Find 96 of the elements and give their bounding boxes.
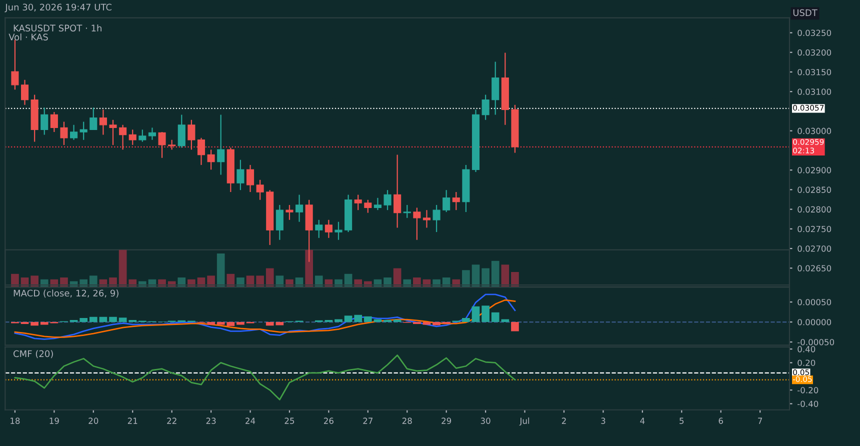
bar bbox=[511, 272, 519, 287]
bar bbox=[30, 322, 38, 326]
bar bbox=[226, 274, 235, 287]
x-tick-label: 28 bbox=[402, 418, 412, 424]
x-tick-label: 26 bbox=[324, 418, 334, 424]
x-tick-label: 18 bbox=[10, 418, 20, 424]
bar bbox=[256, 276, 264, 287]
candlestick bbox=[354, 194, 362, 211]
y-tick-label: 0.03200 bbox=[798, 49, 832, 56]
bar bbox=[482, 306, 490, 322]
candlestick bbox=[168, 139, 176, 150]
x-tick-label: 6 bbox=[718, 418, 723, 424]
y-tick-label: 0.02650 bbox=[798, 265, 832, 272]
bar bbox=[344, 316, 352, 322]
x-tick-label: 7 bbox=[758, 418, 762, 424]
x-tick-label: 19 bbox=[50, 418, 59, 424]
x-tick-label: 25 bbox=[284, 418, 294, 424]
candlestick bbox=[158, 131, 166, 158]
candlestick bbox=[286, 204, 294, 220]
y-tick-label: -0.00050 bbox=[798, 338, 834, 346]
bar bbox=[216, 253, 225, 287]
bar bbox=[432, 322, 440, 326]
bar bbox=[422, 322, 431, 325]
bar bbox=[511, 322, 519, 332]
x-tick-label: 24 bbox=[246, 418, 256, 424]
x-tick-label: 5 bbox=[680, 418, 684, 424]
y-tick-label: 0.03000 bbox=[798, 128, 832, 134]
bar bbox=[236, 322, 244, 325]
x-tick-label: 21 bbox=[128, 418, 138, 424]
bar bbox=[393, 320, 402, 322]
x-tick-label: 30 bbox=[480, 418, 490, 424]
x-tick-label: 4 bbox=[640, 418, 645, 424]
bar bbox=[472, 306, 480, 322]
bar bbox=[109, 316, 117, 322]
bar bbox=[118, 250, 127, 287]
bar bbox=[80, 318, 88, 322]
bar bbox=[501, 264, 510, 287]
x-tick-label: 2 bbox=[562, 418, 566, 424]
y-axis-title: USDT bbox=[793, 9, 818, 16]
y-tick-label: 0.02850 bbox=[798, 186, 832, 193]
bar bbox=[89, 316, 98, 322]
bar bbox=[462, 270, 470, 287]
bar bbox=[11, 274, 19, 287]
x-tick-label: Jul bbox=[519, 418, 530, 426]
y-tick-label: 0.00000 bbox=[798, 318, 832, 326]
bar bbox=[334, 319, 342, 322]
x-tick-label: 20 bbox=[88, 418, 98, 424]
bar bbox=[374, 319, 382, 322]
bar bbox=[314, 276, 323, 287]
x-tick-label: 22 bbox=[167, 418, 176, 424]
bar bbox=[482, 268, 490, 287]
bar bbox=[354, 314, 362, 322]
y-tick-label: 0.00050 bbox=[798, 299, 832, 306]
candlestick bbox=[384, 190, 392, 211]
y-tick-label: 0.20 bbox=[798, 360, 816, 366]
x-tick-label: 3 bbox=[601, 418, 606, 424]
bar bbox=[99, 316, 108, 322]
candlestick bbox=[109, 119, 117, 146]
x-tick-label: 29 bbox=[442, 418, 452, 424]
bar bbox=[276, 322, 284, 326]
x-tick-label: 23 bbox=[206, 418, 216, 424]
y-tick-label: 0.03100 bbox=[798, 88, 832, 95]
text: Jun 30, 2026 19:47 UTC bbox=[4, 4, 112, 12]
x-tick-label: 27 bbox=[363, 418, 372, 424]
bar bbox=[266, 322, 274, 326]
text: KASUSDT SPOT · 1h bbox=[14, 24, 102, 32]
chart-title: CMF (20) bbox=[14, 350, 53, 358]
y-tick-label: 0.02900 bbox=[798, 167, 832, 174]
bar bbox=[472, 264, 480, 287]
candlestick bbox=[315, 219, 323, 238]
candlestick bbox=[413, 207, 421, 240]
bar bbox=[30, 276, 38, 287]
candlestick bbox=[60, 121, 68, 146]
y-tick-label: 0.02750 bbox=[798, 226, 832, 232]
bar bbox=[364, 316, 372, 322]
bar bbox=[89, 276, 98, 287]
bar bbox=[40, 322, 48, 325]
y-tick-label: -0.20 bbox=[798, 387, 818, 394]
bar bbox=[207, 276, 215, 287]
y-tick-label: -0.40 bbox=[798, 400, 818, 408]
bar bbox=[207, 322, 215, 325]
bar bbox=[266, 268, 274, 287]
y-tick-label: 0.40 bbox=[798, 346, 816, 352]
bar bbox=[491, 260, 500, 287]
candlestick bbox=[334, 221, 342, 240]
chart-title: Vol · KAS bbox=[8, 33, 48, 40]
bar bbox=[305, 250, 314, 287]
y-tick-label: 0.03150 bbox=[798, 68, 832, 76]
y-tick-label: 0.02800 bbox=[798, 206, 832, 213]
line-series bbox=[14, 299, 516, 338]
y-tick-label: 0.02700 bbox=[798, 245, 832, 252]
y-tick-label: 0.03250 bbox=[798, 30, 832, 36]
bar bbox=[118, 318, 127, 322]
chart-title: MACD (close, 12, 26, 9) bbox=[14, 290, 118, 298]
candlestick bbox=[403, 204, 411, 218]
bar bbox=[462, 318, 470, 322]
